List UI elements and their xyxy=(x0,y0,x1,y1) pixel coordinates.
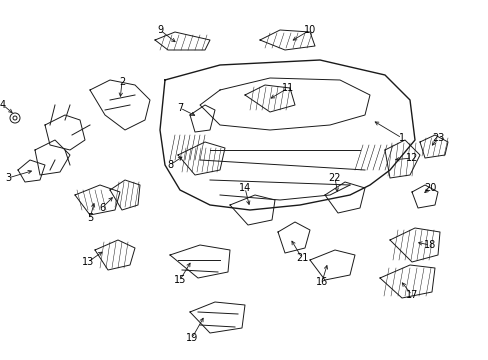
Text: 21: 21 xyxy=(295,253,307,263)
Text: 20: 20 xyxy=(423,183,435,193)
Text: 5: 5 xyxy=(87,213,93,223)
Text: 2: 2 xyxy=(119,77,125,87)
Text: 13: 13 xyxy=(81,257,94,267)
Text: 17: 17 xyxy=(405,290,417,300)
Text: 14: 14 xyxy=(238,183,251,193)
Text: 9: 9 xyxy=(157,25,163,35)
Text: 15: 15 xyxy=(173,275,186,285)
Text: 4: 4 xyxy=(0,100,6,110)
Text: 11: 11 xyxy=(281,83,293,93)
Text: 6: 6 xyxy=(99,203,105,213)
Text: 22: 22 xyxy=(328,173,341,183)
Text: 3: 3 xyxy=(5,173,11,183)
Text: 18: 18 xyxy=(423,240,435,250)
Text: 1: 1 xyxy=(398,133,404,143)
Text: 16: 16 xyxy=(315,277,327,287)
Text: 8: 8 xyxy=(166,160,173,170)
Text: 12: 12 xyxy=(405,153,417,163)
Text: 10: 10 xyxy=(303,25,315,35)
Text: 19: 19 xyxy=(185,333,198,343)
Text: 7: 7 xyxy=(177,103,183,113)
Text: 23: 23 xyxy=(431,133,443,143)
